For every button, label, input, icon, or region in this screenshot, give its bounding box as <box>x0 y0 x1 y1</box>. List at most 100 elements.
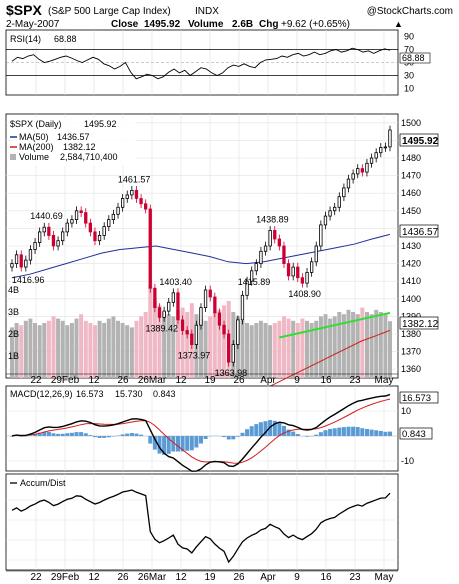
chg-up-icon: ▲ <box>394 19 403 29</box>
ma50-path <box>11 233 391 279</box>
volume-bar <box>365 312 369 378</box>
macd-hist-bar <box>194 436 199 448</box>
volume-bar <box>286 318 291 378</box>
macd-hist-bar <box>332 428 337 436</box>
price-annotation: 1408.90 <box>288 289 321 299</box>
macd-hist-bar <box>263 421 268 436</box>
volume-bar <box>88 323 93 378</box>
x-tick-label: 12 <box>88 375 100 386</box>
ad-grid <box>6 474 398 570</box>
price-annotations: 1461.57 1440.69 1416.96 1415.89 1403.40 1389.… <box>12 174 321 378</box>
candle-body <box>296 266 300 279</box>
volume-bar <box>33 323 37 378</box>
x-tick-label: May <box>375 375 394 386</box>
volume-bar <box>152 298 157 378</box>
candle-body <box>107 219 111 228</box>
candle-body <box>79 210 83 214</box>
macd-hist-bar <box>337 427 342 436</box>
candle-body <box>259 250 263 265</box>
volume-bar <box>199 318 203 378</box>
macd-hist-bar <box>388 431 392 436</box>
candle-body <box>28 249 33 261</box>
candle-body <box>199 307 203 326</box>
volume-bar <box>217 309 222 378</box>
macd-hist-bar <box>120 434 125 436</box>
macd-hist-bar <box>37 432 42 436</box>
macd-hist-bar <box>88 435 93 436</box>
candle-body <box>162 310 166 318</box>
macd-hist-bar <box>245 429 250 436</box>
volume-bar <box>277 320 282 378</box>
macd-hist-bar <box>180 436 185 452</box>
volume-bar <box>106 318 111 378</box>
volume-bar <box>162 312 167 378</box>
candle-body <box>185 330 189 335</box>
macd-hist-bar <box>129 433 134 436</box>
macd-hist-bar <box>378 430 383 436</box>
macd-label: MACD(12,26,9) <box>10 389 73 399</box>
x-tick-label: 29Feb <box>51 375 80 386</box>
candle-body <box>356 168 360 175</box>
macd-hist-bar <box>189 436 194 451</box>
chg-label: Chg <box>259 19 278 30</box>
candle-body <box>268 229 272 247</box>
volume-label: Volume <box>188 19 224 30</box>
volume-bar <box>383 314 388 378</box>
rsi-tick-label: 90 <box>404 32 414 42</box>
candle-body <box>277 238 282 247</box>
ma50-badge-box <box>399 224 439 238</box>
candle-body <box>226 333 231 363</box>
rsi-line <box>11 47 391 80</box>
macd-hist-bar <box>374 430 379 436</box>
candle-body <box>314 245 318 263</box>
price-annotation: 1461.57 <box>118 174 151 184</box>
price-tick-label: 1400 <box>401 294 421 304</box>
volume-bar <box>309 323 314 378</box>
macd-hist-bar <box>185 436 190 451</box>
volume-bar <box>79 314 84 378</box>
x-tick-label: 22 <box>30 572 42 583</box>
ma50-badge: 1436.57 <box>402 227 439 238</box>
x-tick-label: 26 <box>233 375 245 386</box>
volume-bar <box>240 320 245 378</box>
x-axis-bottom: 22 29Feb 12 26 26Mar 12 19 26 Apr 9 16 23 May <box>6 570 398 583</box>
macd-hist-bar <box>111 436 116 437</box>
volume-bar <box>157 305 162 378</box>
volume-tick-label: 1B <box>8 351 19 361</box>
macd-hist-bar <box>157 436 162 454</box>
volume-bar <box>222 305 226 378</box>
price-annotation: 1363.98 <box>215 368 248 378</box>
candle-body <box>379 146 383 154</box>
macd-hist-bar <box>231 436 236 440</box>
volume-bar <box>74 318 79 378</box>
macd-hist-bar <box>346 426 351 436</box>
x-axis-middle: 22 29Feb 12 26 26Mar 12 19 26 Apr 9 16 23 May <box>6 373 398 386</box>
trendline <box>279 311 391 339</box>
macd-hist-value: 0.843 <box>153 389 176 399</box>
macd-hist-bar <box>355 427 360 436</box>
macd-hist-bar <box>286 429 291 436</box>
macd-tick-label: -10 <box>401 456 414 466</box>
exchange: INDX <box>195 6 219 17</box>
volume-ticks: 4B 3B 2B 1B <box>8 285 19 361</box>
volume-bar <box>111 316 116 378</box>
volume-swatch <box>10 154 16 160</box>
watermark: @StockCharts.com <box>367 6 453 17</box>
macd-hist-bar <box>314 434 319 436</box>
ad-line <box>11 489 391 564</box>
macd-lines <box>11 393 391 472</box>
macd-hist-bar <box>60 433 65 436</box>
volume-bar <box>56 318 61 378</box>
candle-body <box>374 152 378 159</box>
x-tick-label: 26 <box>117 375 129 386</box>
macd-hist-bar <box>125 433 130 436</box>
chg-value: +9.62 (+0.65%) <box>281 19 350 30</box>
volume-bar <box>125 325 130 378</box>
macd-hist-bar <box>79 432 84 436</box>
macd-histogram <box>10 420 392 455</box>
candle-body <box>47 226 51 236</box>
volume-bar <box>332 316 337 378</box>
macd-hist-bar <box>199 436 203 444</box>
volume-bar <box>263 323 268 378</box>
candle-body <box>263 245 268 252</box>
